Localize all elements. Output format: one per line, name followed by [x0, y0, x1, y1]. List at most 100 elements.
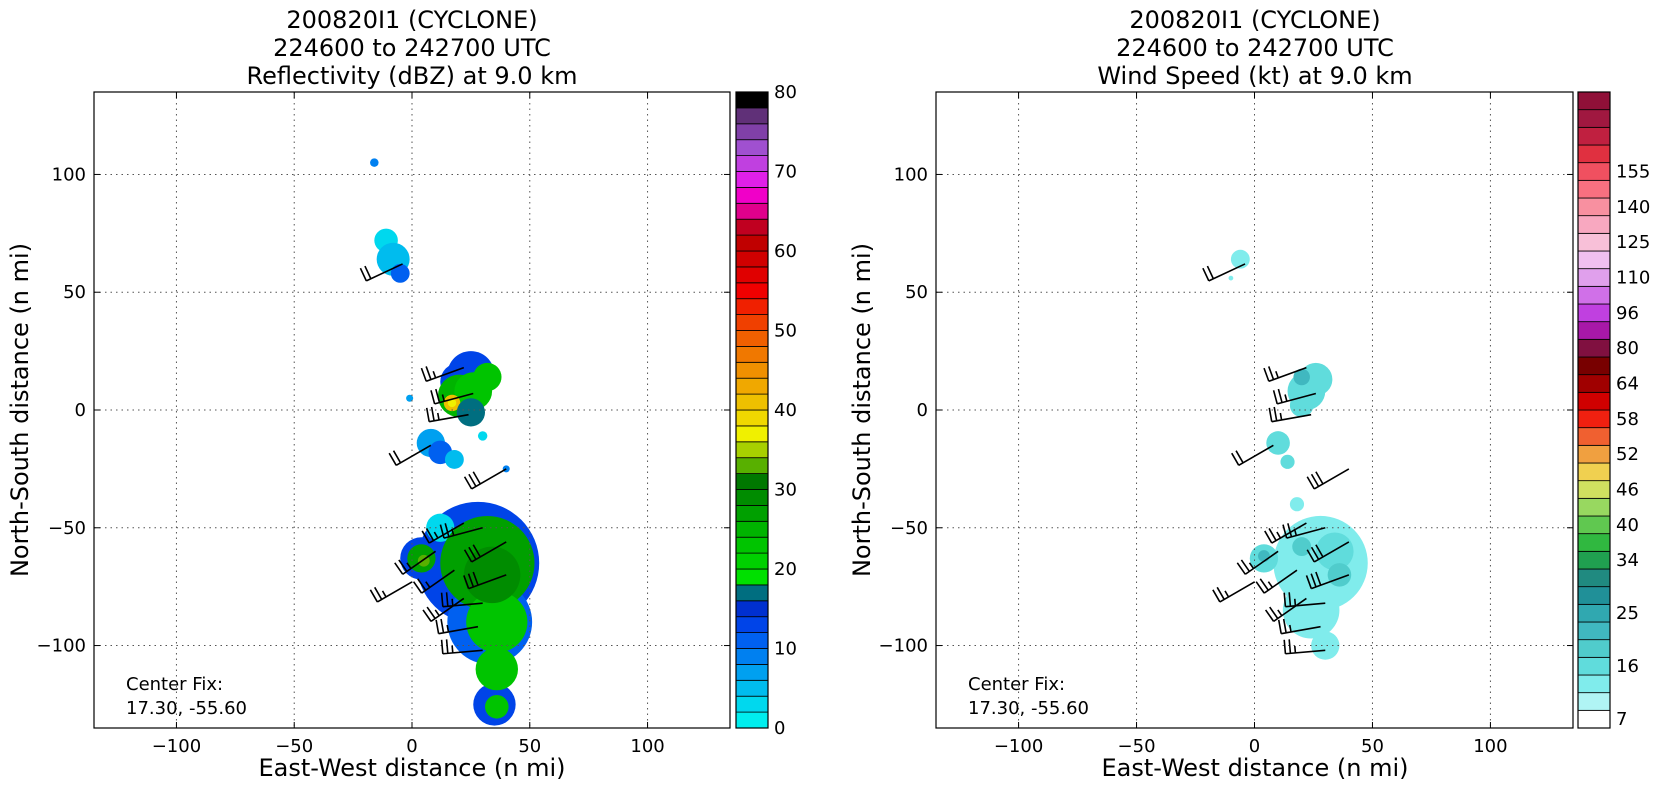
colorbar-tick-label: 155 — [1616, 162, 1650, 183]
x-tick-label: 0 — [406, 736, 417, 757]
x-tick-label: 50 — [1361, 736, 1384, 757]
wind-speed-echo-layer — [1228, 249, 1368, 660]
y-tick-label: −100 — [37, 636, 86, 657]
colorbar-bin — [1577, 639, 1611, 658]
wind-speed-panel: 200820I1 (CYCLONE) 224600 to 242700 UTC … — [848, 6, 1650, 782]
wind-barb — [1231, 444, 1274, 467]
colorbar-tick-label: 125 — [1616, 232, 1650, 253]
colorbar-tick-label: 58 — [1616, 409, 1639, 430]
reflectivity-colorbar: 0 10 20 30 40 50 60 70 80 — [735, 82, 797, 739]
x-tick-label: 50 — [518, 736, 541, 757]
echo-region — [444, 450, 464, 469]
wind-barb — [1283, 639, 1326, 655]
annotation-center-fix-label: Center Fix: — [126, 674, 223, 695]
wind-barb — [463, 468, 507, 490]
colorbar-bin — [1577, 568, 1611, 588]
colorbar-bin — [1577, 462, 1611, 482]
chart-title-line-1: 200820I1 (CYCLONE) — [1129, 6, 1380, 34]
colorbar-bin — [1577, 338, 1611, 358]
x-tick-label: −50 — [275, 736, 313, 757]
y-axis-label: North-South distance (n mi) — [848, 243, 876, 577]
colorbar-bin — [735, 568, 769, 586]
wind-barb — [420, 366, 465, 383]
wind-barb — [422, 597, 465, 623]
colorbar-bin — [735, 186, 769, 204]
colorbar-bin — [1577, 250, 1611, 270]
colorbar-bin — [1577, 126, 1611, 146]
chart-title-line-2: 224600 to 242700 UTC — [273, 34, 551, 62]
axis-ticks: −100 −50 0 50 100 −100 −50 0 50 100 — [37, 92, 730, 757]
x-axis-label: East-West distance (n mi) — [1101, 754, 1408, 782]
colorbar-bin — [1577, 480, 1611, 499]
echo-region — [1266, 431, 1290, 455]
echo-region — [1280, 454, 1295, 469]
colorbar-tick-label: 80 — [774, 82, 797, 103]
reflectivity-panel: 200820I1 (CYCLONE) 224600 to 242700 UTC … — [6, 6, 797, 782]
wind-barb — [1264, 522, 1307, 544]
annotation-center-fix-label: Center Fix: — [968, 674, 1065, 695]
wind-barb — [439, 523, 483, 539]
colorbar-bin — [1577, 515, 1611, 535]
colorbar-bin — [735, 107, 769, 125]
wind-barb — [440, 639, 483, 655]
colorbar-bin — [1577, 303, 1611, 323]
colorbar-bin — [735, 139, 769, 156]
colorbar-bin — [1577, 550, 1611, 570]
wind-barb — [1305, 571, 1350, 590]
colorbar-tick-label: 30 — [774, 480, 797, 501]
colorbar-bin — [735, 425, 769, 443]
colorbar-bin — [735, 457, 769, 475]
echo-region — [426, 513, 455, 542]
colorbar-tick-label: 40 — [774, 400, 797, 421]
colorbar-frame — [1577, 91, 1611, 729]
colorbar-bin — [735, 584, 769, 602]
wind-speed-colorbar: 7 16 25 34 40 46 52 58 64 80 96 110 125 140 155 — [1577, 91, 1650, 730]
wind-barb — [435, 618, 479, 635]
colorbar-bin — [735, 345, 769, 363]
colorbar-bin — [735, 632, 769, 649]
echo-region — [406, 394, 414, 402]
x-tick-label: −100 — [994, 736, 1043, 757]
colorbar-bin — [735, 616, 769, 634]
y-tick-label: 100 — [894, 164, 928, 185]
echo-region — [1258, 550, 1270, 562]
wind-barb — [463, 541, 507, 563]
wind-barb — [412, 569, 455, 594]
axis-ticks: −100 −50 0 50 100 −100 −50 0 50 100 — [879, 92, 1573, 757]
y-tick-label: 0 — [75, 400, 86, 421]
colorbar-tick-label: 80 — [1616, 338, 1639, 359]
plot-area-frame — [93, 91, 731, 729]
colorbar-bin — [735, 552, 769, 570]
chart-title-line-3: Wind Speed (kt) at 9.0 km — [1097, 62, 1412, 90]
colorbar-bin — [1577, 197, 1611, 217]
wind-barb — [430, 388, 474, 405]
colorbar-bin — [735, 91, 769, 109]
echo-region — [466, 591, 528, 653]
y-tick-label: 100 — [52, 164, 86, 185]
wind-barb — [1282, 523, 1326, 539]
echo-region — [456, 398, 486, 427]
colorbar-bin — [735, 664, 769, 681]
colorbar-bin — [735, 123, 769, 141]
colorbar-bin — [735, 504, 769, 522]
wind-barbs — [1202, 263, 1350, 655]
wind-barb — [463, 571, 507, 590]
x-tick-label: 100 — [1473, 736, 1507, 757]
wind-barb — [1306, 541, 1350, 563]
colorbar-bin — [1577, 215, 1611, 234]
colorbar-bin — [735, 393, 769, 411]
wind-barb — [369, 581, 413, 603]
wind-barb — [394, 550, 437, 575]
colorbar-tick-label: 52 — [1616, 444, 1639, 465]
colorbar-bin — [1577, 91, 1611, 111]
colorbar-tick-label: 16 — [1616, 656, 1639, 677]
x-tick-label: −100 — [152, 736, 201, 757]
colorbar-bin — [1577, 321, 1611, 340]
echo-region — [1282, 581, 1340, 639]
colorbar-tick-label: 25 — [1616, 603, 1639, 624]
colorbar-bin — [735, 250, 769, 268]
colorbar-bin — [1577, 144, 1611, 164]
colorbar-bin — [1577, 692, 1611, 711]
echo-region — [390, 263, 410, 283]
